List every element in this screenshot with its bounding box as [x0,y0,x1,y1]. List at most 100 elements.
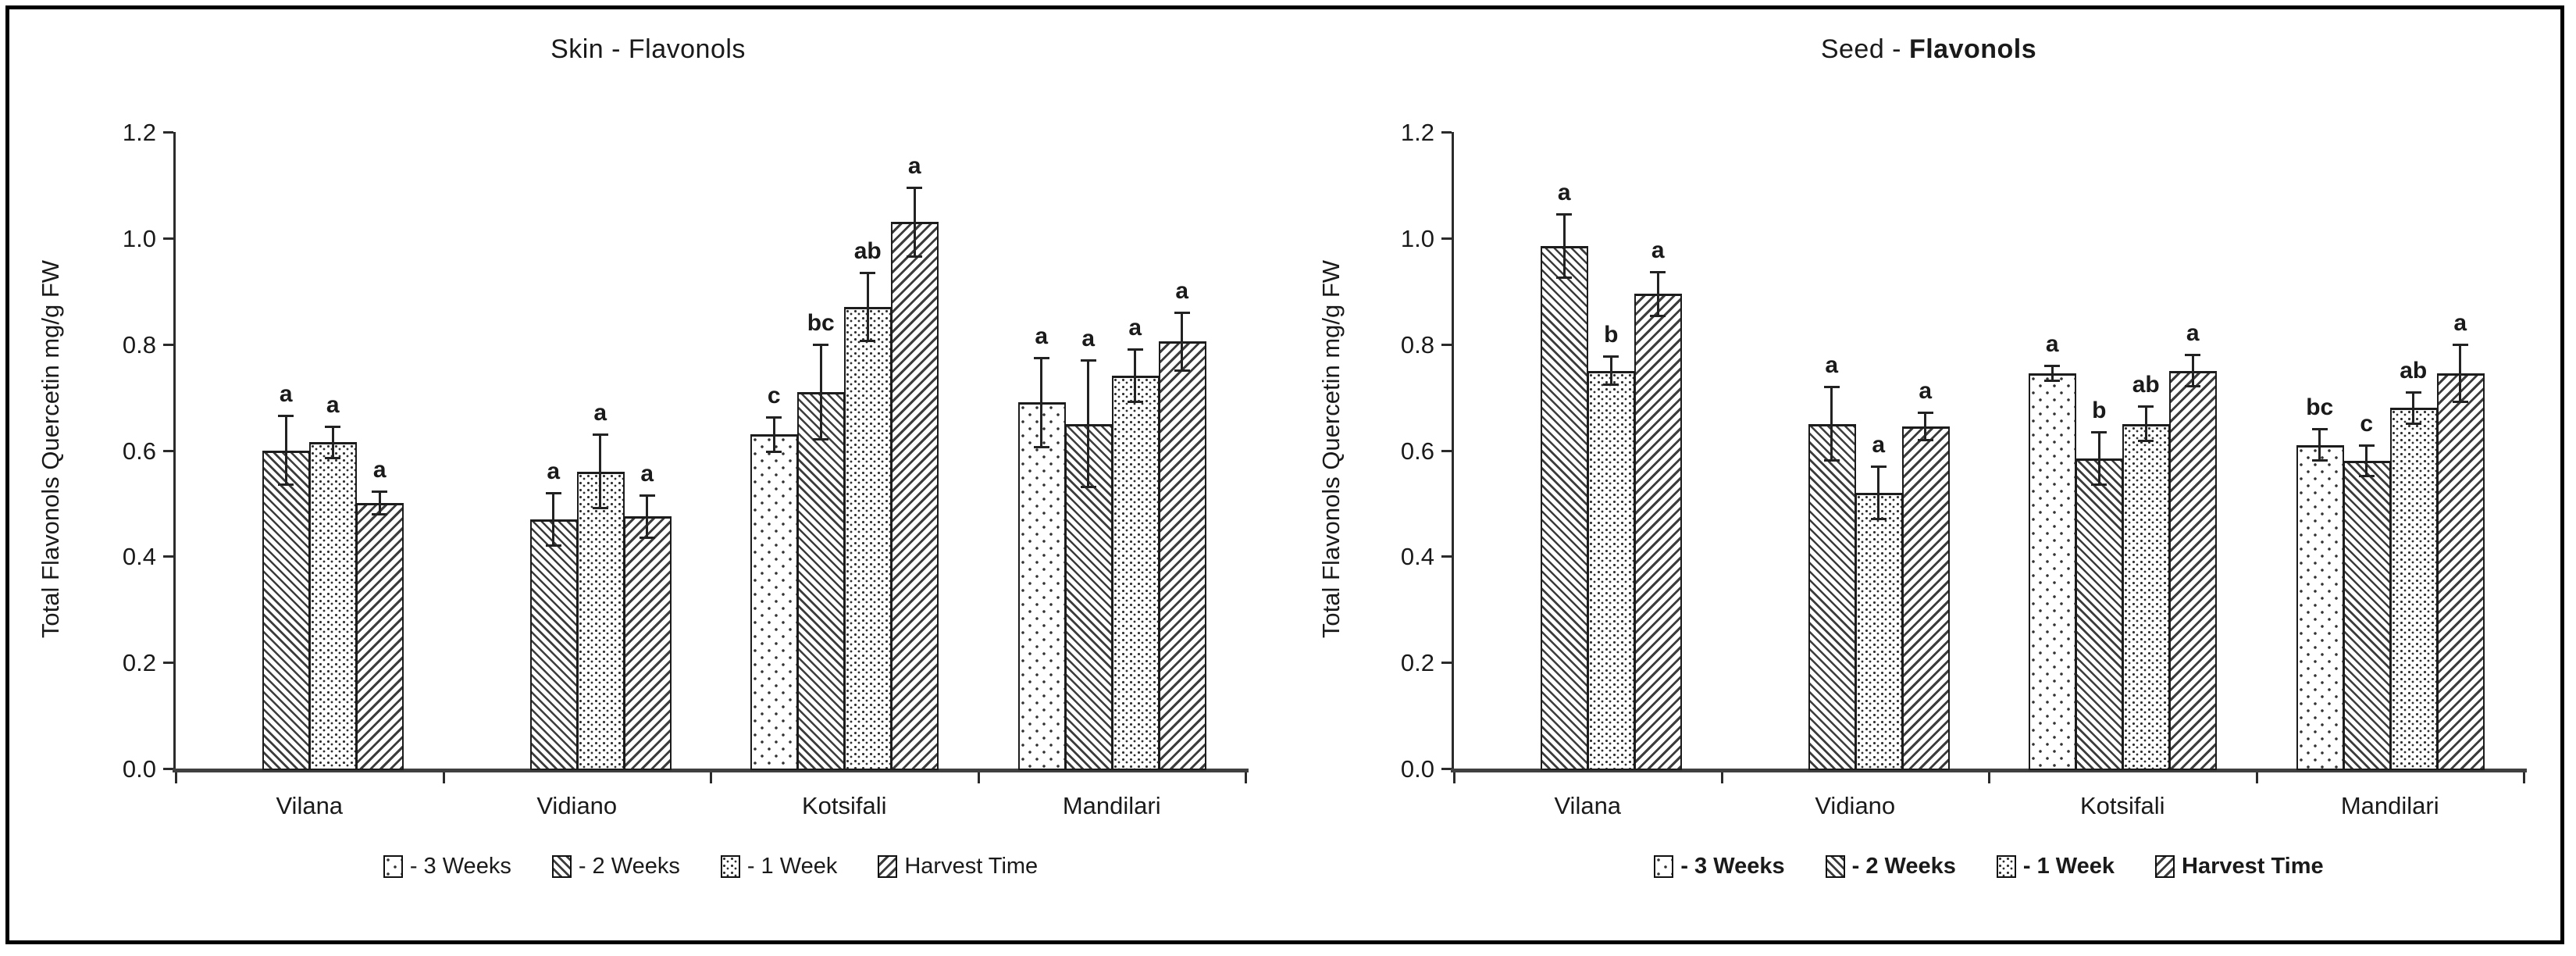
x-axis-line [173,769,1249,772]
y-tick-label: 1.0 [1400,224,1434,252]
error-bar-line [1877,466,1880,519]
error-bar-cap-bottom [1033,446,1049,449]
bar-2-weeks-kotsifali [797,391,846,770]
error-bar-line [1609,356,1612,385]
significance-letter: bc [2306,394,2334,421]
error-bar-cap-bottom [639,536,655,539]
x-tick-mark [2523,772,2525,783]
bar-harvest-time-mandilari [1158,341,1206,770]
error-bar-line [552,492,555,546]
error-bar-cap-top [2452,343,2468,346]
error-bar-line [2144,406,2147,441]
chart-title-normal: Seed - [1820,34,1909,64]
error-bar-line [2191,355,2194,387]
significance-letter: a [907,153,921,180]
bar-1-week-kotsifali [2122,423,2171,770]
bar-3-weeks-mandilari [1017,402,1066,770]
y-tick-label: 0.8 [122,330,156,358]
error-bar-line [1562,214,1566,278]
x-category-label: Kotsifali [2079,792,2165,819]
error-bar-line [1134,349,1137,403]
y-tick-label: 0.4 [122,543,156,571]
error-bar-cap-top [2044,364,2061,367]
y-tick-label: 0.6 [122,437,156,465]
error-bar-cap-top [860,271,876,274]
significance-letter: a [1919,378,1933,405]
error-bar-cap-top [1870,465,1887,468]
significance-letter: a [1557,180,1571,206]
error-bar-cap-top [813,343,829,346]
bar-1-week-kotsifali [844,307,893,770]
error-bar-cap-bottom [2311,459,2328,462]
significance-letter: ab [2132,372,2160,398]
bar-1-week-mandilari [2389,408,2438,770]
x-tick-mark [175,772,177,783]
x-category-label: Vilana [276,792,344,819]
significance-letter: a [547,458,561,484]
x-category-label: Vidiano [1815,792,1896,819]
bar-harvest-time-mandilari [2436,373,2485,770]
error-bar-cap-top [2311,428,2328,431]
significance-letter: a [1825,352,1839,378]
y-tick-mark [163,237,173,240]
significance-letter: c [2360,410,2374,437]
error-bar-line [2412,391,2415,424]
legend-label: - 2 Weeks [1851,853,1956,879]
error-bar-cap-bottom [545,544,561,547]
significance-letter: a [1081,326,1096,352]
significance-letter: a [1035,323,1049,349]
y-tick-label: 1.2 [1400,119,1434,146]
y-axis-line [1452,132,1454,772]
y-tick-mark [163,131,173,134]
error-bar-line [1924,412,1927,441]
error-bar-cap-bottom [372,513,388,516]
error-bar-cap-top [639,494,655,498]
y-axis-title: Total Flavonols Quercetin mg/g FW [37,259,64,638]
y-tick-mark [163,662,173,665]
error-bar-cap-bottom [1556,276,1573,279]
error-bar-cap-top [1174,311,1190,314]
y-axis-line [173,132,176,772]
error-bar-line [378,491,381,515]
error-bar-cap-bottom [1080,486,1096,489]
bar-2-weeks-vilana [262,450,311,770]
x-category-label: Kotsifali [801,792,887,819]
error-bar-cap-top [1650,270,1666,273]
error-bar-line [1181,312,1184,371]
x-axis-line [1451,769,2527,772]
bar-harvest-time-kotsifali [2169,370,2218,770]
error-bar-cap-top [1033,356,1049,359]
error-bar-line [2365,444,2368,477]
error-bar-cap-top [2185,354,2201,357]
y-tick-mark [1441,768,1452,770]
significance-letter: a [2453,309,2467,336]
significance-letter: ab [2400,357,2428,383]
bar-harvest-time-vidiano [623,516,672,770]
error-bar-cap-top [1917,412,1933,415]
y-tick-mark [1441,343,1452,346]
bar-1-week-vilana [1587,370,1636,770]
error-bar-cap-bottom [278,483,294,486]
legend-swatch-backslash-hatch [1825,854,1845,878]
error-bar-cap-top [1556,213,1573,216]
legend-item: Harvest Time [878,854,1038,879]
legend: - 3 Weeks - 2 Weeks - 1 Week Harvest Time [176,848,1245,884]
error-bar-cap-bottom [2044,380,2061,383]
significance-letter: b [2092,397,2107,423]
y-tick-label: 0.0 [122,755,156,783]
x-tick-mark [1453,772,1455,783]
significance-letter: a [372,457,387,483]
error-bar-line [646,495,649,538]
error-bar-cap-top [1080,359,1096,362]
error-bar-cap-bottom [1823,459,1840,462]
significance-letter: a [279,381,293,408]
error-bar-cap-bottom [860,340,876,343]
significance-letter: a [2045,330,2059,357]
x-tick-mark [1720,772,1723,783]
y-tick-label: 1.2 [122,119,156,146]
y-tick-mark [163,343,173,346]
error-bar-cap-top [1823,386,1840,388]
x-tick-mark [1245,772,1247,783]
legend-swatch-slash-hatch [878,854,898,878]
